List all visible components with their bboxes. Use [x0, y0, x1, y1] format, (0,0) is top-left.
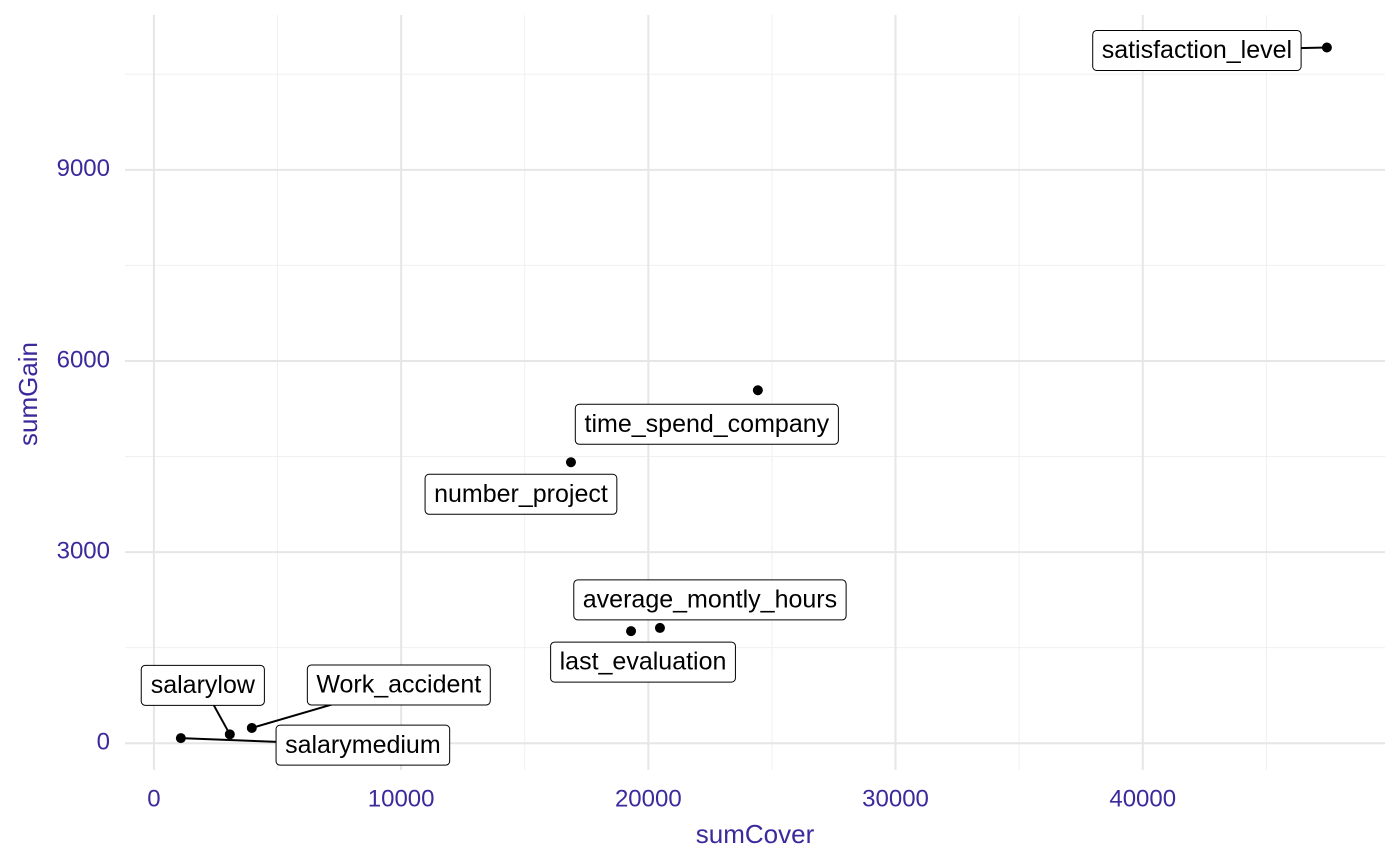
point-label: salarymedium [180, 724, 451, 766]
point-label-text: last_evaluation [560, 648, 727, 676]
y-tick-label: 3000 [57, 537, 110, 564]
point-label: last_evaluation [550, 641, 736, 683]
point [224, 729, 235, 740]
point-label-text: Work_accident [316, 671, 481, 699]
label-box [1092, 29, 1302, 71]
point-label: number_project [424, 473, 618, 515]
label-box [275, 724, 451, 766]
x-axis-title: sumCover [696, 819, 815, 849]
label-box [140, 664, 265, 706]
y-tick-label: 6000 [57, 346, 110, 373]
label-box [574, 403, 839, 445]
y-tick-label: 0 [97, 729, 110, 756]
point-label-text: satisfaction_level [1102, 36, 1292, 64]
point [752, 385, 763, 396]
point [246, 722, 257, 733]
point-label: Work_accident [251, 664, 491, 729]
x-tick-label: 10000 [368, 785, 435, 812]
point [1321, 42, 1332, 53]
point-label-text: number_project [434, 480, 608, 508]
point [565, 457, 576, 468]
y-axis-title: sumGain [13, 342, 43, 446]
label-box [424, 473, 618, 515]
x-tick-label: 40000 [1109, 785, 1176, 812]
y-tick-label: 9000 [57, 155, 110, 182]
point-label: time_spend_company [574, 403, 839, 445]
point-label: salarylow [140, 664, 265, 735]
label-box [573, 579, 847, 621]
point-label-text: salarymedium [285, 731, 441, 759]
x-tick-label: 30000 [862, 785, 929, 812]
label-box [550, 641, 736, 683]
point [626, 626, 637, 637]
point-label-text: average_montly_hours [583, 586, 837, 614]
point-label-text: time_spend_company [585, 410, 830, 438]
point-label: satisfaction_level [1092, 29, 1327, 71]
x-tick-label: 0 [147, 785, 160, 812]
point [654, 622, 665, 633]
label-box [306, 664, 491, 706]
point-label: average_montly_hours [573, 579, 847, 621]
x-tick-label: 20000 [615, 785, 682, 812]
point [175, 733, 186, 744]
point-label-text: salarylow [151, 671, 256, 699]
